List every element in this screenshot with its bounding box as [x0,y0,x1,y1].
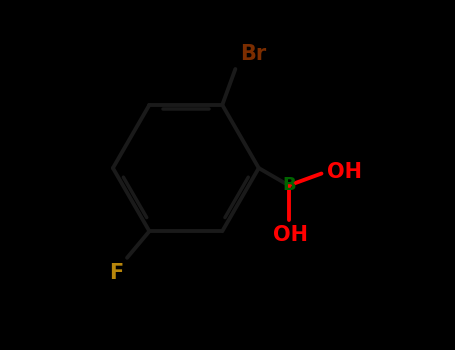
Text: OH: OH [273,225,308,245]
Text: F: F [109,263,124,283]
Text: Br: Br [241,44,267,64]
Text: B: B [282,176,296,194]
Text: OH: OH [327,162,362,182]
